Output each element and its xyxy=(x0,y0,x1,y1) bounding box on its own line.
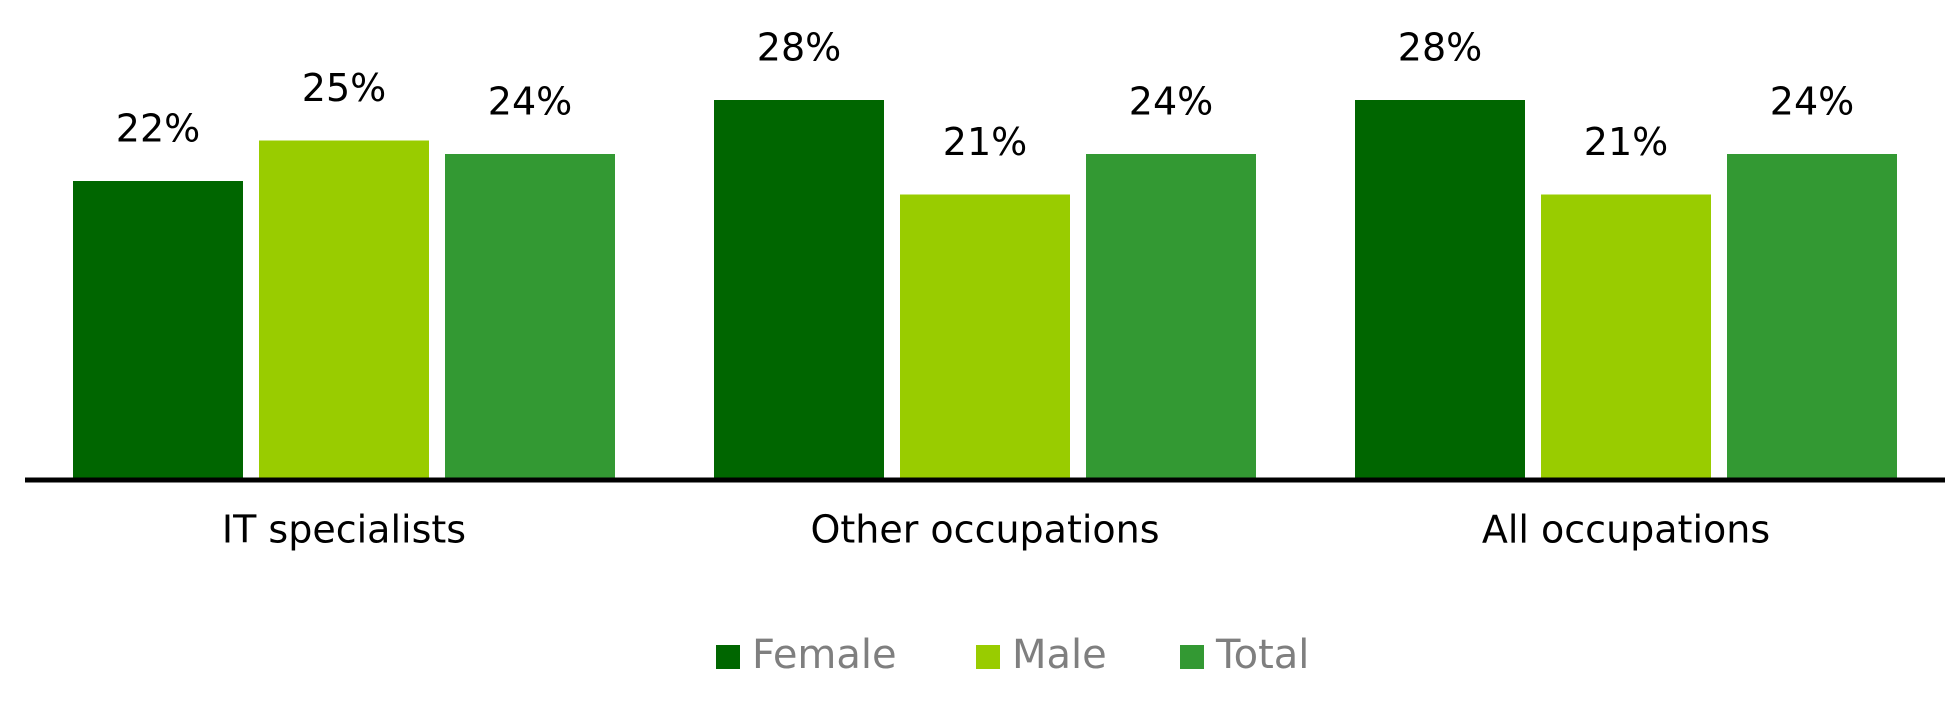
value-label: 21% xyxy=(943,120,1027,164)
bar xyxy=(1541,194,1711,478)
value-label: 24% xyxy=(1770,80,1854,124)
bar xyxy=(259,140,429,478)
value-label: 28% xyxy=(1398,26,1482,70)
bar xyxy=(1355,100,1525,478)
value-label: 24% xyxy=(1129,80,1213,124)
value-label: 24% xyxy=(488,80,572,124)
x-tick-label: IT specialists xyxy=(222,508,466,552)
value-label: 28% xyxy=(757,26,841,70)
x-tick-label: Other occupations xyxy=(810,508,1159,552)
legend-swatch xyxy=(976,645,1000,669)
value-label: 21% xyxy=(1584,120,1668,164)
value-label: 22% xyxy=(116,107,200,151)
x-tick-label: All occupations xyxy=(1482,508,1770,552)
legend-swatch xyxy=(1180,645,1204,669)
bar xyxy=(1086,154,1256,478)
legend-label: Total xyxy=(1215,632,1309,678)
bar xyxy=(900,194,1070,478)
legend-label: Female xyxy=(752,632,897,678)
bar xyxy=(714,100,884,478)
legend-swatch xyxy=(716,645,740,669)
value-label: 25% xyxy=(302,66,386,110)
bar xyxy=(1727,154,1897,478)
bar xyxy=(73,181,243,478)
legend-label: Male xyxy=(1012,632,1107,678)
bar xyxy=(445,154,615,478)
